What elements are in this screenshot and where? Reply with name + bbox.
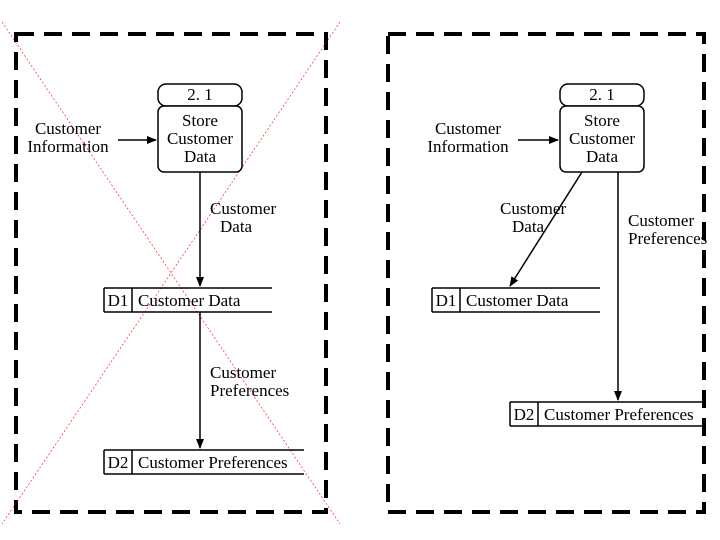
right-external-line1: Customer xyxy=(435,119,501,138)
left-external-line1: Customer xyxy=(35,119,101,138)
left-flow-cp-line2: Preferences xyxy=(210,381,289,400)
right-flow-cd-line1: Customer xyxy=(500,199,566,218)
left-external-line2: Information xyxy=(27,137,109,156)
right-flow-cd-line2: Data xyxy=(512,217,545,236)
left-flow-cp-line1: Customer xyxy=(210,363,276,382)
right-panel-border xyxy=(388,34,704,512)
right-datastore-d1: D1 Customer Data xyxy=(432,288,600,312)
right-process-id: 2. 1 xyxy=(589,85,615,104)
right-external-line2: Information xyxy=(427,137,509,156)
left-d1-label: Customer Data xyxy=(138,291,241,310)
left-process-line2: Customer xyxy=(167,129,233,148)
right-flow-cp-line2: Preferences xyxy=(628,229,707,248)
right-flow-cp-line1: Customer xyxy=(628,211,694,230)
right-datastore-d2: D2 Customer Preferences xyxy=(510,402,704,426)
left-process-id: 2. 1 xyxy=(187,85,213,104)
left-datastore-d1: D1 Customer Data xyxy=(104,288,272,312)
left-process-line3: Data xyxy=(184,147,217,166)
right-panel: 2. 1 Store Customer Data Customer Inform… xyxy=(388,34,707,512)
right-process-line1: Store xyxy=(584,111,620,130)
left-flow-cd-line2: Data xyxy=(220,217,253,236)
left-flow-cd-line1: Customer xyxy=(210,199,276,218)
left-d2-label: Customer Preferences xyxy=(138,453,288,472)
left-process-line1: Store xyxy=(182,111,218,130)
right-process-line2: Customer xyxy=(569,129,635,148)
right-d2-label: Customer Preferences xyxy=(544,405,694,424)
right-process: 2. 1 Store Customer Data xyxy=(560,84,644,172)
left-d1-id: D1 xyxy=(108,291,129,310)
left-datastore-d2: D2 Customer Preferences xyxy=(104,450,304,474)
right-process-line3: Data xyxy=(586,147,619,166)
right-d1-label: Customer Data xyxy=(466,291,569,310)
right-d2-id: D2 xyxy=(514,405,535,424)
left-panel: 2. 1 Store Customer Data Customer Inform… xyxy=(2,22,340,524)
left-d2-id: D2 xyxy=(108,453,129,472)
left-process: 2. 1 Store Customer Data xyxy=(158,84,242,172)
right-d1-id: D1 xyxy=(436,291,457,310)
